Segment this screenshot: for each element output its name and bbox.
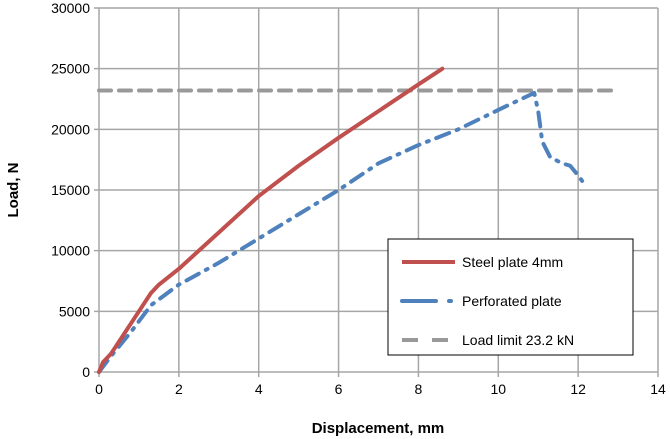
series-line-1 — [97, 90, 589, 374]
series-line-0 — [97, 66, 445, 374]
x-tick-label: 2 — [175, 381, 183, 397]
y-tick-label: 15000 — [51, 182, 90, 198]
legend: Steel plate 4mm Perforated plate Load limi… — [387, 238, 634, 356]
y-tick-label: 20000 — [51, 121, 90, 137]
series-lines — [97, 66, 621, 374]
x-tick-label: 14 — [650, 381, 666, 397]
x-tick-label: 0 — [95, 381, 103, 397]
x-tick-label: 12 — [570, 381, 586, 397]
y-tick-label: 10000 — [51, 243, 90, 259]
tick-labels: 0 2 4 6 8 10 12 14 0 5000 10000 15000 20000 25000 3000… — [51, 0, 666, 397]
legend-label-1: Perforated plate — [462, 293, 562, 309]
legend-label-0: Steel plate 4mm — [462, 254, 563, 270]
y-tick-label: 25000 — [51, 61, 90, 77]
x-axis-label: Displacement, mm — [312, 420, 445, 437]
x-tick-label: 10 — [490, 381, 506, 397]
y-tick-label: 5000 — [59, 303, 90, 319]
y-axis-label: Load, N — [5, 163, 22, 218]
x-tick-label: 8 — [415, 381, 423, 397]
y-tick-label: 0 — [82, 364, 90, 380]
y-tick-label: 30000 — [51, 0, 90, 16]
x-tick-label: 4 — [255, 381, 263, 397]
x-tick-label: 6 — [335, 381, 343, 397]
legend-label-2: Load limit 23.2 kN — [462, 332, 574, 348]
grid — [94, 7, 659, 377]
